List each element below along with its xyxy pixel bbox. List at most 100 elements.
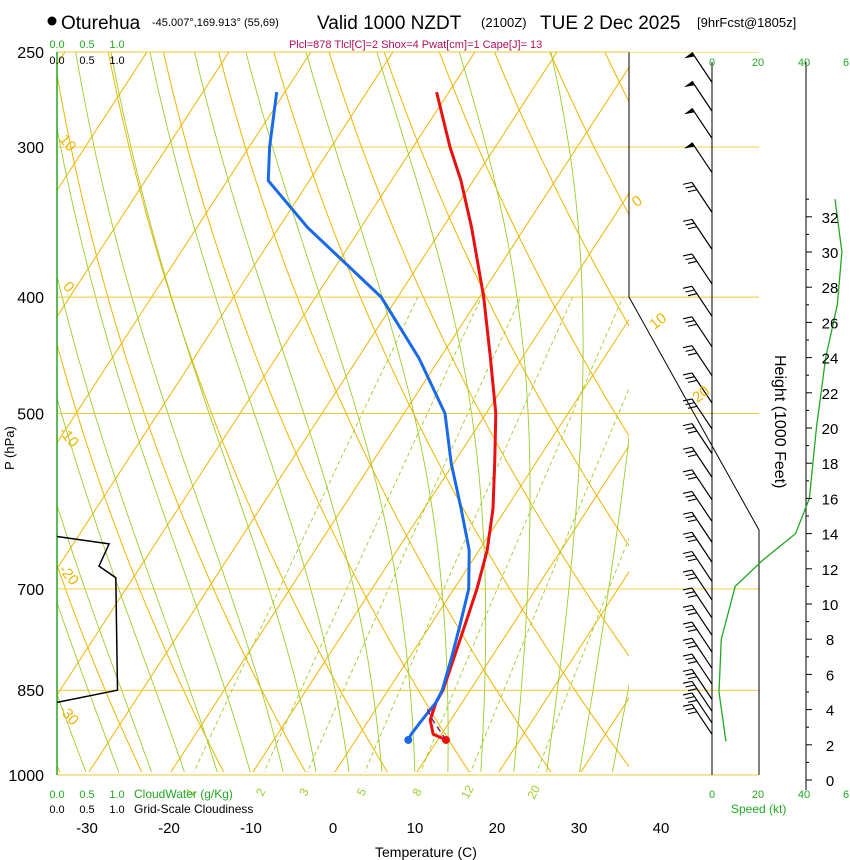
barb-feather	[685, 222, 695, 226]
dry-adiabat-line	[493, 52, 629, 327]
isotherm-line	[252, 192, 629, 772]
wind-barb	[682, 653, 713, 685]
moist-adiabat-line	[194, 52, 383, 772]
barb-staff	[691, 551, 713, 582]
barb-staff	[691, 491, 713, 522]
barb-feather	[687, 260, 698, 264]
barb-staff	[691, 80, 713, 112]
wind-barb	[682, 253, 713, 285]
cloudiness-scale-bottom: 0.0	[49, 804, 64, 816]
barb-feather	[685, 573, 695, 577]
barb-feather	[682, 637, 693, 641]
barb-feather	[682, 372, 693, 376]
barb-staff	[691, 142, 713, 173]
isotherm-line	[170, 66, 629, 772]
cloudwater-scale-bottom: 0.0	[49, 789, 64, 801]
barb-staff	[691, 704, 713, 735]
isotherm-line	[57, 52, 394, 570]
isotherm-line	[57, 52, 312, 444]
barb-feather	[685, 696, 695, 700]
height-axis-title: Height (1000 Feet)	[771, 355, 788, 488]
dry-adiabat-line	[383, 52, 629, 547]
barb-staff	[691, 372, 713, 404]
wind-barb	[682, 621, 713, 653]
barb-feather	[687, 676, 698, 680]
moist-adiabat-line	[305, 52, 449, 772]
barb-staff	[691, 345, 713, 376]
barb-feather	[687, 379, 698, 383]
wind-panel-boundary	[628, 52, 760, 775]
temperature-tick-label: 20	[489, 820, 506, 837]
height-tick-label: 10	[822, 597, 839, 614]
cloudiness-profile	[56, 535, 119, 704]
barb-feather	[687, 660, 698, 665]
barb-feather	[682, 680, 693, 684]
barb-staff	[691, 692, 713, 724]
isotherm-line	[57, 52, 230, 318]
barb-feather	[685, 450, 695, 454]
cloudwater-scale-bottom: 1.0	[109, 789, 124, 801]
wind-barb	[682, 569, 713, 601]
barb-feather	[687, 558, 698, 562]
moist-adiabat-line	[57, 693, 87, 772]
pressure-tick-label: 300	[17, 140, 44, 157]
wind-panel-grid	[57, 52, 759, 691]
cloudiness-scale-top: 0.0	[49, 55, 64, 67]
wind-barb	[682, 423, 713, 454]
barb-staff	[691, 653, 713, 685]
utc-time: (2100Z)	[481, 15, 527, 30]
barb-feather	[685, 554, 695, 558]
moist-adiabat-line	[611, 683, 629, 772]
mixing-ratio-label: 12	[458, 783, 477, 802]
height-tick-label: 28	[822, 280, 839, 297]
barb-feather	[687, 430, 698, 434]
height-tick-label: 2	[826, 738, 834, 755]
wind-barb	[684, 80, 713, 112]
barb-flag	[684, 108, 695, 115]
barb-feather	[687, 594, 698, 598]
barb-staff	[691, 423, 713, 454]
barb-flag	[684, 52, 695, 59]
barb-feather	[687, 405, 698, 409]
barb-feather	[687, 699, 698, 703]
wind-barb	[684, 107, 713, 139]
barb-staff	[691, 637, 713, 669]
temperature-tick-label: -10	[240, 820, 262, 837]
speed-scale-top: 40	[798, 57, 810, 69]
barb-feather	[687, 293, 698, 297]
wind-barb	[682, 285, 713, 317]
cloudwater-scale-top: 1.0	[109, 39, 124, 51]
barb-feather	[685, 672, 695, 676]
wind-barb	[682, 680, 713, 712]
barb-staff	[691, 253, 713, 285]
mixing-ratio-line	[470, 387, 629, 772]
barb-feather	[687, 612, 698, 616]
barb-feather	[687, 226, 698, 230]
speed-legend: Speed (kt)	[731, 802, 786, 816]
barb-staff	[691, 621, 713, 653]
height-tick-label: 6	[826, 667, 834, 684]
wind-barb	[684, 52, 713, 83]
barb-feather	[682, 423, 693, 427]
barb-feather	[682, 569, 693, 573]
barb-feather	[687, 498, 698, 502]
barb-feather	[682, 621, 693, 625]
barb-staff	[691, 446, 713, 478]
speed-scale-top: 20	[752, 57, 764, 69]
barb-staff	[691, 182, 713, 213]
barb-feather	[685, 402, 695, 406]
barb-staff	[691, 219, 713, 250]
barb-staff	[691, 398, 713, 430]
pressure-tick-label: 400	[17, 290, 44, 307]
parcel-path	[425, 706, 447, 741]
mixing-ratio-label: 20	[524, 783, 543, 802]
barb-feather	[682, 604, 693, 608]
barb-feather	[685, 707, 695, 711]
barb-feather	[682, 511, 693, 515]
temperature-tick-label: 30	[571, 820, 588, 837]
isotherm-line	[57, 52, 148, 192]
wind-barb	[682, 692, 713, 724]
barb-staff	[691, 587, 713, 619]
height-tick-label: 4	[826, 703, 834, 720]
barb-feather	[682, 692, 693, 696]
